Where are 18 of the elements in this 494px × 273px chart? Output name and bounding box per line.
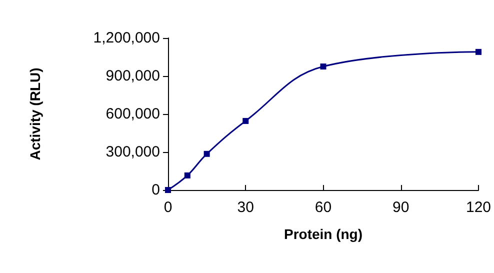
y-axis-title: Activity (RLU) xyxy=(27,68,43,160)
point xyxy=(184,172,190,178)
point xyxy=(204,150,210,157)
y-tick-label: 900,000 xyxy=(106,68,160,84)
x-tick-label: 0 xyxy=(164,199,172,216)
x-tick-label: 30 xyxy=(237,199,254,216)
point xyxy=(165,187,171,193)
point xyxy=(475,48,482,55)
x-tick-label: 120 xyxy=(466,199,491,216)
y-tick-label: 1,200,000 xyxy=(93,30,160,46)
y-tick-label: 0 xyxy=(152,182,160,198)
point xyxy=(320,64,326,70)
y-tick-label: 600,000 xyxy=(106,106,160,122)
y-tick-label: 300,000 xyxy=(106,144,160,160)
point xyxy=(242,118,249,124)
x-axis-title: Protein (ng) xyxy=(284,226,363,242)
x-tick-label: 90 xyxy=(392,199,410,216)
x-tick-label: 60 xyxy=(314,199,332,216)
